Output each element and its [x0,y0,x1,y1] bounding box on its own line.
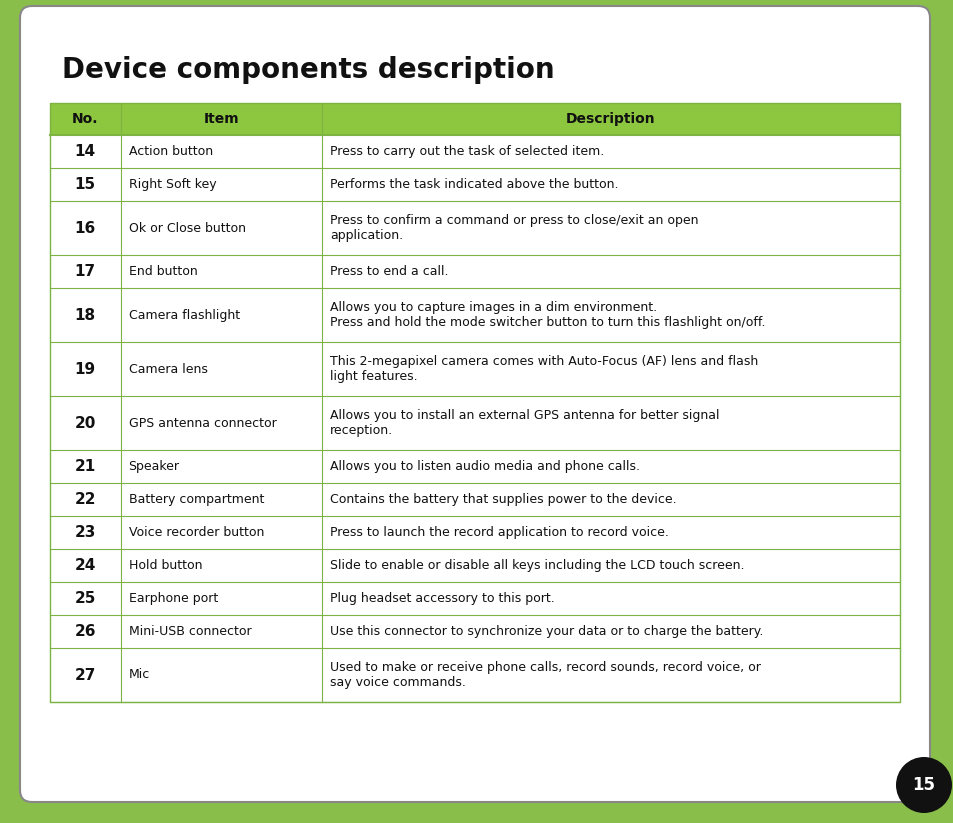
Bar [50,450,899,483]
Text: 14: 14 [74,144,95,159]
Text: This 2-megapixel camera comes with Auto-Focus (AF) lens and flash: This 2-megapixel camera comes with Auto-… [330,355,758,368]
Text: 16: 16 [74,221,96,235]
Bar [50,255,899,288]
Text: reception.: reception. [330,424,393,437]
FancyBboxPatch shape [20,6,929,802]
Bar [50,483,899,516]
Text: Press to end a call.: Press to end a call. [330,265,448,278]
Text: 22: 22 [74,492,96,507]
Text: 19: 19 [74,361,95,376]
Text: Used to make or receive phone calls, record sounds, record voice, or: Used to make or receive phone calls, rec… [330,661,760,674]
Text: Hold button: Hold button [129,559,202,572]
Text: Use this connector to synchronize your data or to charge the battery.: Use this connector to synchronize your d… [330,625,762,638]
Text: 23: 23 [74,525,96,540]
Text: 17: 17 [74,264,95,279]
Bar [50,648,899,702]
Text: application.: application. [330,229,403,242]
Text: Voice recorder button: Voice recorder button [129,526,264,539]
Text: Allows you to capture images in a dim environment.: Allows you to capture images in a dim en… [330,301,657,314]
Text: Camera flashlight: Camera flashlight [129,309,239,322]
Text: light features.: light features. [330,370,417,383]
Text: 27: 27 [74,667,96,682]
Text: Ok or Close button: Ok or Close button [129,221,245,235]
Text: Press to launch the record application to record voice.: Press to launch the record application t… [330,526,668,539]
Bar [50,549,899,582]
Text: Performs the task indicated above the button.: Performs the task indicated above the bu… [330,178,618,191]
Text: 26: 26 [74,624,96,639]
Text: Slide to enable or disable all keys including the LCD touch screen.: Slide to enable or disable all keys incl… [330,559,743,572]
Text: Contains the battery that supplies power to the device.: Contains the battery that supplies power… [330,493,676,506]
Text: Mini-USB connector: Mini-USB connector [129,625,251,638]
Text: Device components description: Device components description [62,56,554,84]
Bar [50,615,899,648]
Text: 20: 20 [74,416,96,430]
Text: End button: End button [129,265,197,278]
Text: GPS antenna connector: GPS antenna connector [129,416,276,430]
Bar [50,288,899,342]
Text: say voice commands.: say voice commands. [330,676,465,689]
Bar [50,396,899,450]
Circle shape [895,757,951,813]
Text: Battery compartment: Battery compartment [129,493,264,506]
Text: Allows you to install an external GPS antenna for better signal: Allows you to install an external GPS an… [330,409,719,422]
Text: 25: 25 [74,591,96,606]
Text: Mic: Mic [129,668,150,681]
Text: 15: 15 [911,776,935,794]
Text: Press to confirm a command or press to close/exit an open: Press to confirm a command or press to c… [330,214,698,227]
Bar [50,582,899,615]
Bar [50,103,899,135]
Text: Camera lens: Camera lens [129,362,207,375]
Text: 21: 21 [74,459,96,474]
Text: Right Soft key: Right Soft key [129,178,216,191]
Bar [50,135,899,168]
Text: 18: 18 [74,308,95,323]
Text: No.: No. [71,112,98,126]
Text: 24: 24 [74,558,96,573]
Text: Plug headset accessory to this port.: Plug headset accessory to this port. [330,592,554,605]
Text: Press to carry out the task of selected item.: Press to carry out the task of selected … [330,145,603,158]
Text: Press and hold the mode switcher button to turn this flashlight on/off.: Press and hold the mode switcher button … [330,316,764,329]
Text: Speaker: Speaker [129,460,179,473]
Text: Description: Description [565,112,655,126]
Bar [50,516,899,549]
Text: 15: 15 [74,177,95,192]
Text: Allows you to listen audio media and phone calls.: Allows you to listen audio media and pho… [330,460,639,473]
Text: Item: Item [203,112,239,126]
Text: Earphone port: Earphone port [129,592,217,605]
Bar [50,168,899,201]
Text: Action button: Action button [129,145,213,158]
Bar [50,201,899,255]
Bar [50,342,899,396]
Bar [50,103,899,702]
